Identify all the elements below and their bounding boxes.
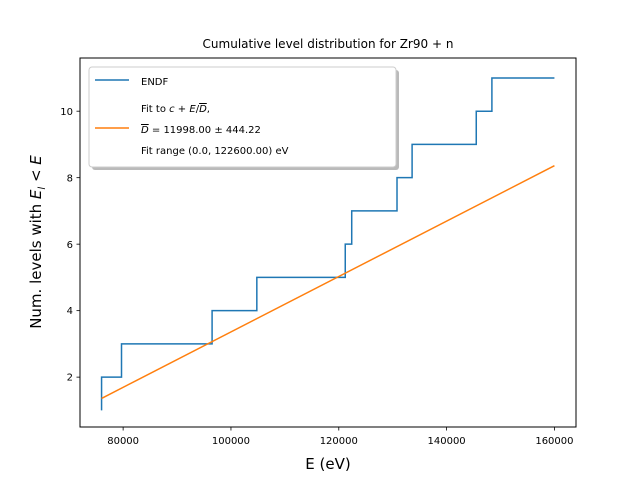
legend-entry-fit-line: Fit range (0.0, 122600.00) eV (141, 146, 289, 157)
y-tick-label: 6 (67, 240, 73, 251)
legend-text-segment: E (189, 104, 196, 115)
series-line-endf (100, 77, 555, 411)
legend-text-segment: , (207, 104, 210, 115)
legend-text-segment: = 11998.00 ± 444.22 (149, 125, 261, 136)
legend-text-segment: Fit to (141, 104, 169, 115)
chart-title: Cumulative level distribution for Zr90 +… (203, 37, 454, 51)
legend-text-segment: + (175, 104, 190, 115)
y-tick-label: 10 (60, 107, 73, 118)
x-tick-label: 100000 (212, 436, 250, 447)
x-axis: 80000 100000 120000 140000 160000 (107, 427, 574, 447)
legend-entry-endf-line: ENDF (141, 77, 168, 88)
legend-text-segment: / (196, 104, 200, 115)
legend-box (88, 66, 397, 168)
legend-text-segment: ENDF (141, 77, 168, 88)
legend-text-segment: Fit range (0.0, 122600.00) eV (141, 146, 289, 157)
x-tick-label: 120000 (320, 436, 358, 447)
y-axis-label: Num. levels with El < E (27, 155, 48, 329)
y-axis-label-symbol-e2: E (27, 155, 45, 165)
legend-text-segment: D (199, 104, 207, 115)
y-tick-label: 4 (67, 306, 73, 317)
y-tick-label: 2 (67, 373, 73, 384)
x-tick-label: 140000 (428, 436, 466, 447)
y-axis: 2 4 6 8 10 (60, 107, 80, 384)
y-axis-label-lt: < (27, 165, 45, 187)
y-axis-label-text: Num. levels with (27, 199, 45, 329)
legend-entry-fit-line: Fit to c + E/D, (141, 104, 210, 115)
x-axis-label: E (eV) (305, 455, 350, 473)
x-tick-label: 160000 (535, 436, 573, 447)
y-axis-label-subscript: l (37, 187, 48, 190)
series-layer (100, 77, 555, 411)
plot-frame (79, 57, 577, 428)
legend-entry-fit-line: D = 11998.00 ± 444.22 (141, 125, 261, 136)
legend-text-segment: c (169, 104, 175, 115)
x-tick-label: 80000 (107, 436, 139, 447)
series-line-fit (101, 165, 555, 400)
y-tick-label: 8 (67, 173, 73, 184)
legend-text-segment: D (141, 125, 149, 136)
y-axis-label-symbol-e: E (27, 189, 45, 199)
